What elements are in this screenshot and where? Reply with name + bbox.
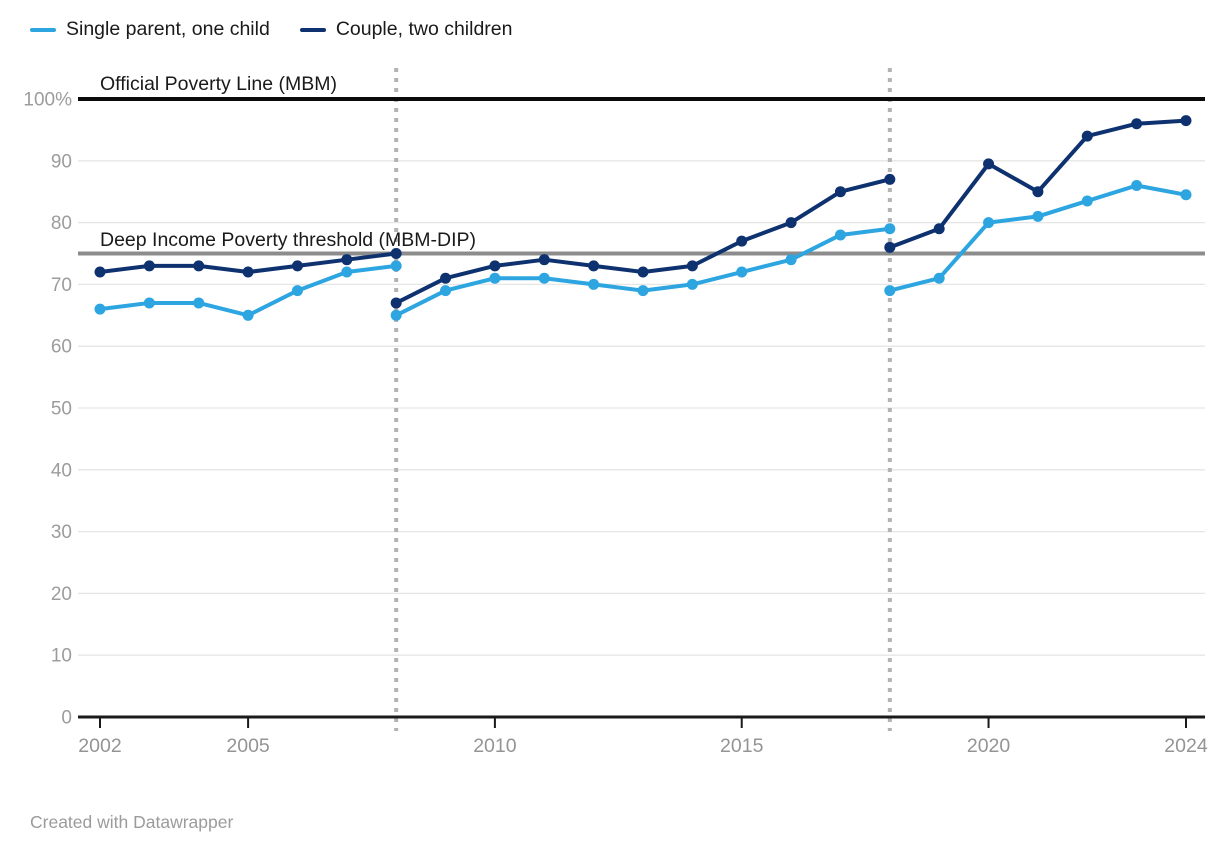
break-marker-layer bbox=[394, 68, 892, 731]
y-tick-label: 90 bbox=[51, 151, 72, 172]
data-point-single-parent-one-child-2009 bbox=[440, 285, 452, 297]
data-point-single-parent-one-child-2019 bbox=[933, 272, 945, 284]
y-tick-label: 20 bbox=[51, 584, 72, 605]
data-point-couple-two-children-2021 bbox=[1032, 186, 1044, 198]
data-point-couple-two-children-2022 bbox=[1081, 130, 1093, 142]
y-tick-label: 70 bbox=[51, 275, 72, 296]
y-tick-label: 50 bbox=[51, 399, 72, 420]
data-point-single-parent-one-child-2008 bbox=[390, 309, 402, 321]
data-point-single-parent-one-child-2006 bbox=[291, 285, 303, 297]
data-point-couple-two-children-2017 bbox=[834, 186, 846, 198]
data-point-single-parent-one-child-2024 bbox=[1180, 189, 1192, 201]
y-tick-label: 40 bbox=[51, 460, 72, 481]
data-point-single-parent-one-child-2018 bbox=[884, 285, 896, 297]
official-poverty-line-label: Official Poverty Line (MBM) bbox=[100, 73, 337, 95]
data-point-single-parent-one-child-2004 bbox=[193, 297, 205, 309]
reference-line-layer bbox=[78, 97, 1205, 256]
data-point-single-parent-one-child-2022 bbox=[1081, 195, 1093, 207]
data-point-single-parent-one-child-2023 bbox=[1131, 180, 1143, 192]
legend-swatch-single-parent bbox=[30, 27, 56, 32]
data-point-couple-two-children-2010 bbox=[489, 260, 501, 272]
data-point-single-parent-one-child-2007 bbox=[341, 266, 353, 278]
data-point-single-parent-one-child-2012 bbox=[588, 278, 600, 290]
annotation-layer: Official Poverty Line (MBM) Deep Income … bbox=[100, 73, 476, 251]
series-line-single-parent-one-child-segment-3 bbox=[887, 183, 1188, 293]
series-layer bbox=[94, 115, 1192, 321]
data-point-single-parent-one-child-2021 bbox=[1032, 210, 1044, 222]
data-point-couple-two-children-2016 bbox=[785, 217, 797, 229]
data-point-single-parent-one-child-2016 bbox=[785, 254, 797, 266]
data-point-couple-two-children-2012 bbox=[588, 260, 600, 272]
data-point-couple-two-children-2008 bbox=[390, 248, 402, 259]
data-point-couple-two-children-2015 bbox=[736, 235, 748, 247]
y-tick-label: 30 bbox=[51, 522, 72, 543]
data-point-couple-two-children-2009 bbox=[440, 272, 452, 284]
y-tick-label: 60 bbox=[51, 337, 72, 358]
y-tick-label: 0 bbox=[61, 708, 72, 729]
legend-item-single-parent: Single parent, one child bbox=[30, 18, 270, 41]
legend-label-single-parent: Single parent, one child bbox=[66, 18, 270, 40]
x-tick-label: 2002 bbox=[78, 735, 121, 757]
data-point-couple-two-children-2019 bbox=[933, 223, 945, 235]
data-point-couple-two-children-2023 bbox=[1131, 118, 1143, 130]
deep-income-poverty-threshold-label: Deep Income Poverty threshold (MBM-DIP) bbox=[100, 229, 476, 251]
grid-layer bbox=[78, 160, 1205, 656]
data-point-single-parent-one-child-2015 bbox=[736, 266, 748, 278]
data-point-couple-two-children-2024 bbox=[1180, 115, 1192, 127]
data-point-couple-two-children-2007 bbox=[341, 254, 353, 266]
x-tick-label: 2020 bbox=[967, 735, 1011, 757]
legend-swatch-couple bbox=[299, 27, 326, 32]
data-point-single-parent-one-child-2010 bbox=[489, 272, 501, 284]
data-point-couple-two-children-2003 bbox=[143, 260, 155, 272]
data-point-single-parent-one-child-2003 bbox=[143, 297, 155, 309]
data-point-couple-two-children-2013 bbox=[637, 266, 649, 278]
x-tick-label: 2024 bbox=[1164, 735, 1208, 757]
data-point-single-parent-one-child-2020 bbox=[983, 217, 995, 229]
axis-layer: 0 10 20 30 40 50 60 70 80 90 100% 2002 2005 2010 2015 2… bbox=[23, 90, 1207, 758]
x-tick-label: 2010 bbox=[473, 735, 517, 757]
data-point-couple-two-children-2005 bbox=[242, 266, 254, 278]
data-point-couple-two-children-2018 bbox=[884, 241, 896, 253]
y-tick-label: 80 bbox=[51, 213, 72, 234]
data-point-couple-two-children-2002 bbox=[94, 266, 106, 278]
data-point-couple-two-children-2011 bbox=[538, 254, 550, 266]
x-tick-label: 2005 bbox=[226, 735, 270, 757]
legend: Single parent, one child Couple, two chi… bbox=[30, 18, 513, 41]
data-point-single-parent-one-child-2002 bbox=[94, 303, 106, 315]
y-tick-label: 10 bbox=[51, 646, 72, 667]
data-point-couple-two-children-2018 bbox=[884, 173, 896, 185]
y-tick-label: 100% bbox=[23, 90, 72, 111]
data-point-single-parent-one-child-2008 bbox=[390, 260, 402, 272]
data-point-single-parent-one-child-2014 bbox=[686, 278, 698, 290]
data-point-single-parent-one-child-2017 bbox=[834, 229, 846, 241]
legend-label-couple: Couple, two children bbox=[335, 18, 513, 40]
data-point-single-parent-one-child-2011 bbox=[538, 272, 550, 284]
legend-item-couple: Couple, two children bbox=[299, 18, 513, 41]
data-point-single-parent-one-child-2005 bbox=[242, 309, 254, 321]
data-point-couple-two-children-2014 bbox=[686, 260, 698, 272]
data-point-single-parent-one-child-2018 bbox=[884, 223, 896, 235]
data-point-couple-two-children-2020 bbox=[983, 158, 995, 170]
data-point-single-parent-one-child-2013 bbox=[637, 285, 649, 297]
data-point-couple-two-children-2006 bbox=[291, 260, 303, 272]
data-point-couple-two-children-2008 bbox=[390, 297, 402, 309]
data-point-couple-two-children-2004 bbox=[193, 260, 205, 272]
datawrapper-credit: Created with Datawrapper bbox=[30, 812, 234, 832]
x-tick-label: 2015 bbox=[720, 735, 764, 757]
